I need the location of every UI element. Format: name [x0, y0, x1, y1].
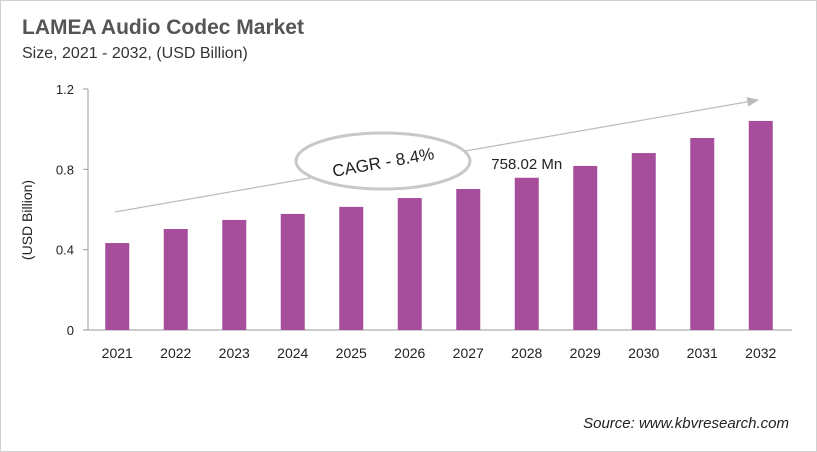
x-tick-label: 2025: [336, 345, 367, 361]
x-tick-label: 2023: [219, 345, 250, 361]
bar-2021: [105, 243, 130, 330]
y-tick-label: 0.8: [56, 162, 74, 177]
x-tick-label: 2026: [394, 345, 425, 361]
y-axis-label: (USD Billion): [19, 180, 35, 260]
x-tick-label: 2028: [511, 345, 542, 361]
bar-2032: [748, 120, 773, 331]
bar-2022: [163, 228, 188, 330]
bar-2028: [514, 177, 539, 330]
y-tick-label: 1.2: [56, 82, 74, 97]
chart-title: LAMEA Audio Codec Market: [22, 16, 304, 39]
x-tick-label: 2022: [160, 345, 191, 361]
bar-2023: [222, 219, 247, 330]
y-tick-label: 0.4: [56, 243, 74, 258]
bar-2030: [631, 153, 656, 330]
bar-2024: [280, 213, 305, 330]
x-tick-label: 2027: [453, 345, 484, 361]
bar-2029: [573, 165, 598, 330]
bar-2027: [456, 189, 481, 330]
bar-2031: [690, 138, 715, 330]
x-tick-label: 2031: [687, 345, 718, 361]
source-note: Source: www.kbvresearch.com: [583, 415, 789, 432]
cagr-ellipse: [294, 131, 472, 191]
chart-subtitle: Size, 2021 - 2032, (USD Billion): [22, 45, 248, 62]
bar-2025: [339, 206, 364, 330]
bar-2026: [397, 198, 422, 330]
x-tick-label: 2021: [102, 345, 133, 361]
x-tick-label: 2030: [628, 345, 659, 361]
x-tick-label: 2024: [277, 345, 308, 361]
x-tick-label: 2029: [570, 345, 601, 361]
data-label-2028: 758.02 Mn: [491, 156, 562, 173]
x-tick-label: 2032: [745, 345, 776, 361]
y-tick-label: 0: [67, 323, 74, 338]
